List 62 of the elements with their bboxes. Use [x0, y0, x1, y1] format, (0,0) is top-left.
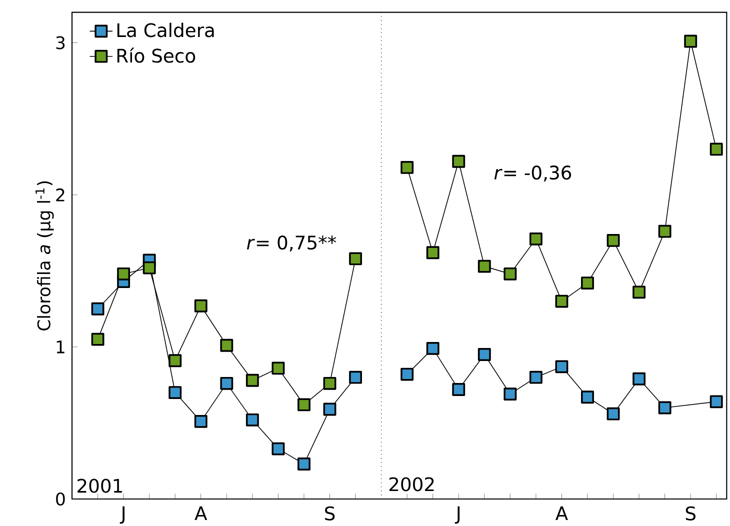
point: [400, 160, 414, 174]
y-axis-title: Clorofila a (µg l$^{-1}$): [36, 181, 54, 330]
x-tick-label: J: [120, 506, 124, 524]
point: [710, 395, 723, 408]
point: [632, 372, 646, 386]
point: [581, 390, 594, 404]
y-tick-label: 2: [56, 188, 64, 202]
point: [194, 299, 208, 312]
y-tick-label: 0: [56, 492, 65, 506]
point: [298, 458, 310, 470]
y-tick-label: 3: [56, 36, 65, 50]
point: [504, 267, 517, 280]
point: [400, 368, 414, 381]
legend-label: La Caldera: [117, 22, 214, 38]
point: [529, 370, 542, 384]
x-tick-label: S: [325, 506, 335, 521]
point: [323, 402, 336, 416]
point: [142, 261, 156, 274]
point: [426, 246, 440, 260]
point: [478, 348, 491, 361]
point: [710, 142, 723, 156]
point: [606, 407, 620, 420]
legend-label: Río Seco: [117, 48, 196, 63]
point: [606, 234, 620, 247]
point: [246, 413, 259, 426]
point: [452, 383, 466, 396]
point: [426, 342, 440, 355]
point: [349, 370, 362, 384]
x-tick-label: A: [555, 506, 568, 520]
point: [323, 376, 336, 390]
point: [478, 260, 491, 273]
point: [91, 302, 104, 316]
point: [220, 338, 234, 352]
x-tick-label: J: [454, 506, 460, 524]
annotation: r= 0,75**: [246, 235, 336, 252]
point: [658, 224, 672, 238]
point: [168, 354, 182, 368]
point: [504, 388, 517, 401]
point: [168, 386, 182, 400]
point: [117, 267, 130, 280]
point: [529, 232, 542, 246]
point: [349, 252, 362, 266]
point: [452, 154, 466, 168]
point: [194, 414, 208, 428]
point: [220, 376, 234, 390]
x-tick-label: S: [686, 506, 696, 521]
annotation: r= -0,36: [494, 166, 572, 182]
point: [272, 442, 285, 456]
point: [272, 362, 285, 375]
point: [555, 360, 568, 374]
x-tick-label: A: [194, 506, 208, 520]
point: [298, 398, 310, 412]
point: [658, 401, 672, 414]
y-tick-label: 1: [56, 340, 64, 354]
point: [555, 294, 568, 308]
annotation: 2001: [78, 478, 122, 493]
point: [246, 374, 259, 387]
point: [581, 276, 594, 290]
point: [91, 332, 104, 346]
annotation: 2002: [389, 477, 434, 492]
point: [632, 286, 646, 299]
point: [684, 34, 698, 48]
